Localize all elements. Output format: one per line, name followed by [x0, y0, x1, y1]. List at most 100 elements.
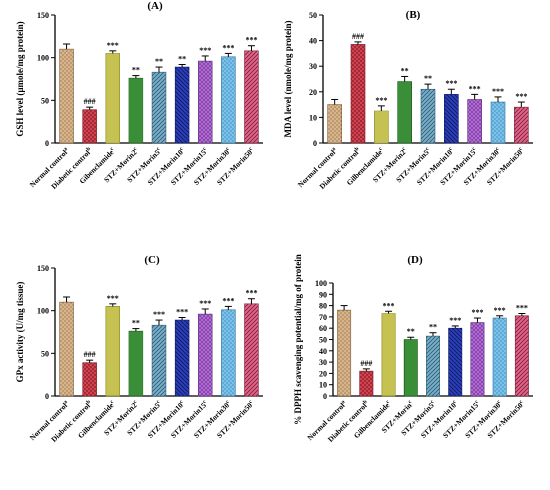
bar: [82, 362, 97, 397]
y-tick-label: 30: [309, 62, 317, 71]
significance-label: ***: [245, 36, 257, 45]
y-tick-label: 150: [37, 11, 49, 20]
significance-label: ###: [360, 359, 372, 368]
bar: [350, 44, 366, 144]
significance-label: ***: [492, 87, 504, 96]
chart-panel: (C) GPx activity (U/mg tissue) 0 50 100 150 No…: [15, 254, 263, 444]
bar: [514, 106, 529, 144]
y-tick-label: 10: [319, 381, 327, 390]
significance-label: ***: [383, 301, 395, 310]
bar: [327, 104, 342, 144]
bar: [244, 50, 259, 144]
significance-label: **: [401, 66, 409, 75]
significance-label: ###: [352, 32, 364, 41]
panel-title: (B): [406, 9, 421, 21]
y-tick-label: 50: [319, 336, 327, 345]
significance-label: ***: [107, 294, 119, 303]
y-tick-label: 30: [319, 358, 327, 367]
y-tick-label: 50: [41, 96, 49, 105]
bar: [470, 322, 485, 397]
significance-label: ***: [245, 289, 257, 298]
bar: [381, 313, 396, 397]
y-axis-label: MDA level (nmole/mg protein): [283, 20, 293, 137]
bar: [174, 319, 190, 397]
bar: [221, 309, 236, 397]
bar: [105, 53, 121, 144]
significance-label: ***: [516, 304, 528, 313]
bar: [197, 60, 213, 144]
bar: [151, 71, 167, 144]
y-tick-label: 0: [313, 139, 317, 148]
y-tick-label: 100: [315, 279, 327, 288]
y-tick-label: 10: [309, 113, 317, 122]
y-tick-label: 50: [41, 349, 49, 358]
significance-label: ***: [471, 308, 483, 317]
significance-label: **: [132, 66, 140, 75]
bar: [426, 335, 440, 397]
y-tick-label: 150: [37, 264, 49, 273]
chart-panel: (D) % DPPH scavenging potential/mg of pro…: [293, 254, 533, 444]
significance-label: ***: [153, 310, 165, 319]
bar: [444, 94, 459, 144]
y-tick-label: 70: [319, 313, 327, 322]
significance-label: ***: [222, 43, 234, 52]
significance-label: ***: [199, 46, 211, 55]
bar: [82, 109, 97, 144]
chart-panel: (A) GSH level (µmole/mg protein) 0 50 100 150…: [15, 0, 263, 191]
bar: [151, 324, 167, 397]
significance-label: ***: [375, 96, 387, 105]
y-tick-label: 0: [323, 392, 327, 401]
y-axis-label: GSH level (µmole/mg protein): [15, 21, 25, 136]
significance-label: **: [424, 74, 432, 83]
panel-title: (C): [144, 254, 160, 266]
significance-label: ***: [449, 316, 461, 325]
bar: [59, 301, 74, 397]
bar: [128, 77, 144, 144]
bar: [59, 48, 74, 144]
panel-title: (D): [407, 254, 423, 266]
significance-label: **: [429, 323, 437, 332]
x-tick-label: Normal controla: [296, 146, 339, 189]
y-axis-label: % DPPH scavenging potential/mg of protei…: [293, 254, 303, 425]
bar: [197, 313, 213, 397]
significance-label: ###: [84, 350, 96, 359]
y-tick-label: 40: [309, 37, 317, 46]
significance-label: **: [407, 327, 415, 336]
bar: [420, 88, 436, 144]
bar: [514, 315, 529, 397]
bar: [221, 56, 236, 144]
significance-label: ***: [494, 306, 506, 315]
bar: [128, 330, 144, 397]
significance-label: ***: [222, 296, 234, 305]
bar: [374, 110, 389, 144]
bar: [337, 309, 352, 397]
y-tick-label: 100: [37, 54, 49, 63]
chart-panel: (B) MDA level (nmole/mg protein) 0 10 20 30 40…: [283, 9, 533, 191]
panel-title: (A): [147, 0, 163, 12]
y-tick-label: 20: [319, 369, 327, 378]
bar: [105, 306, 121, 397]
bar: [403, 339, 418, 397]
bar: [490, 101, 506, 144]
significance-label: ***: [199, 299, 211, 308]
bar: [174, 66, 190, 144]
significance-label: ***: [469, 84, 481, 93]
significance-label: ###: [84, 97, 96, 106]
y-axis-label: GPx activity (U/mg tissue): [15, 282, 25, 383]
y-tick-label: 100: [37, 307, 49, 316]
significance-label: ***: [107, 41, 119, 50]
significance-label: **: [178, 54, 186, 63]
significance-label: **: [132, 319, 140, 328]
significance-label: ***: [445, 79, 457, 88]
bar: [492, 317, 507, 397]
bar: [359, 370, 374, 397]
y-tick-label: 80: [319, 302, 327, 311]
bar: [244, 303, 259, 397]
x-tick-label: Normal controla: [28, 399, 71, 442]
significance-label: ***: [176, 307, 188, 316]
y-tick-label: 90: [319, 290, 327, 299]
y-tick-label: 0: [45, 392, 49, 401]
y-tick-label: 50: [309, 11, 317, 20]
bar: [467, 99, 482, 144]
y-tick-label: 0: [45, 139, 49, 148]
